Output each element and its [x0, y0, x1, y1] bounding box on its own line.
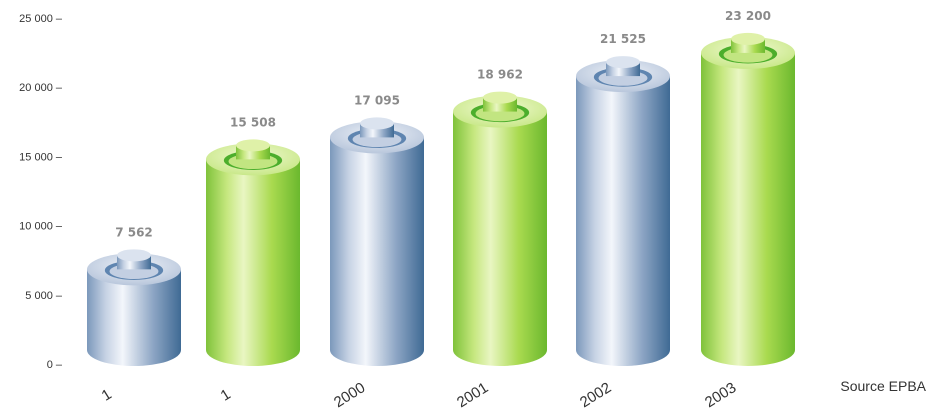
bar-body	[206, 159, 300, 366]
bar-terminal-top	[606, 56, 640, 69]
bar-body	[87, 269, 181, 366]
value-label: 7 562	[115, 225, 153, 239]
bar: 15 508	[206, 115, 300, 366]
value-label: 17 095	[354, 93, 400, 107]
y-tick-label: 15 000 –	[19, 151, 63, 163]
y-axis: 0 – 5 000 – 10 000 – 15 000 – 20 000 – 25 000…	[19, 13, 63, 371]
x-tick-label: 2000	[331, 379, 368, 409]
bar: 21 525	[576, 32, 670, 367]
bar-terminal-top	[483, 91, 517, 104]
bar-terminal-top	[360, 117, 394, 130]
y-tick-label: 20 000 –	[19, 82, 63, 94]
bar: 7 562	[87, 225, 181, 366]
value-label: 18 962	[477, 68, 523, 82]
bar-body	[453, 111, 547, 366]
value-label: 15 508	[230, 115, 276, 129]
x-tick-label: 2002	[577, 379, 614, 409]
x-tick-label: 2003	[702, 379, 739, 409]
bar-terminal-top	[731, 32, 765, 45]
bar-body	[701, 52, 795, 366]
bar-terminal-top	[236, 139, 270, 152]
y-tick-label: 10 000 –	[19, 221, 63, 233]
source-label: Source EPBA	[840, 378, 926, 394]
x-axis: 1 1 2000 2001 2002 2003	[99, 379, 740, 409]
value-label: 21 525	[600, 32, 646, 46]
bar: 23 200	[701, 9, 795, 366]
y-tick-label: 5 000 –	[25, 290, 63, 302]
bar-terminal-top	[117, 249, 151, 262]
x-tick-label: 1	[99, 386, 115, 405]
bars-group: 7 562 15 508 17 095 18 962 21 525 23 200	[87, 9, 795, 367]
value-label: 23 200	[725, 9, 771, 23]
bar: 17 095	[330, 93, 424, 366]
bar-body	[330, 137, 424, 366]
y-tick-label: 0 –	[47, 359, 63, 371]
bar: 18 962	[453, 68, 547, 366]
x-tick-label: 2001	[454, 379, 491, 409]
bar-body	[576, 76, 670, 367]
y-tick-label: 25 000 –	[19, 13, 63, 25]
x-tick-label: 1	[218, 386, 234, 405]
